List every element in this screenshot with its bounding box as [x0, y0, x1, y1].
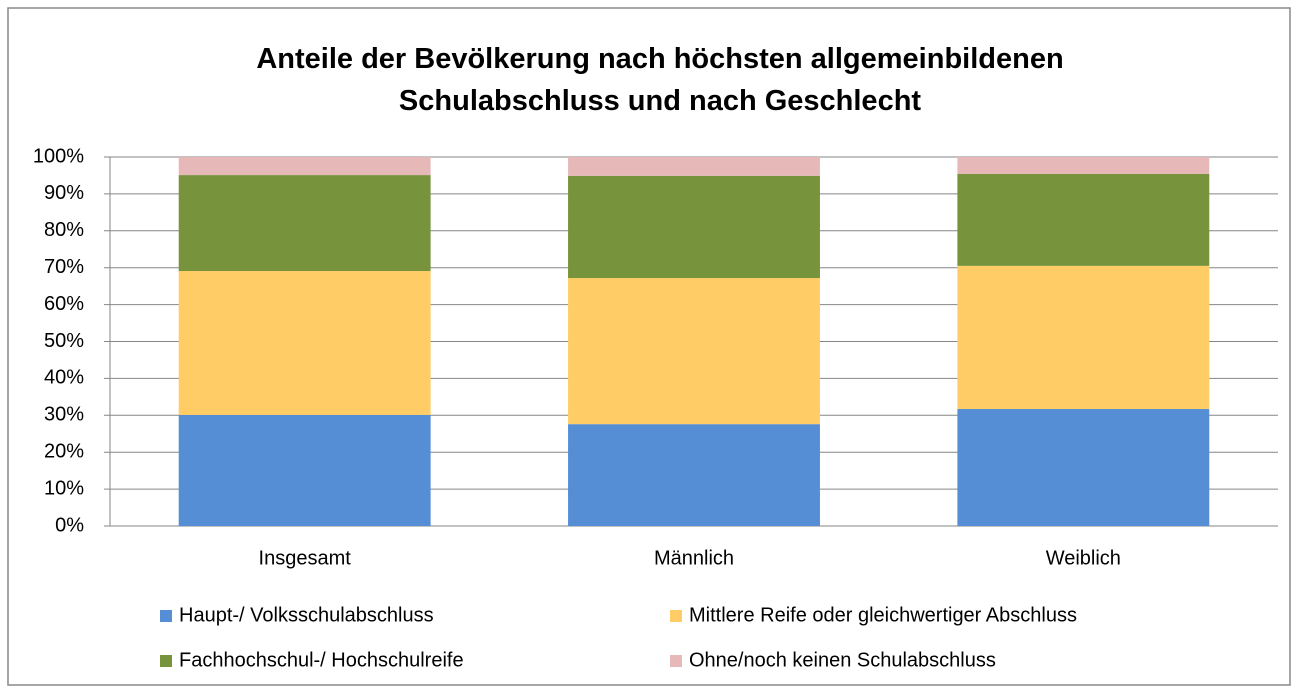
y-tick-label: 30%: [44, 404, 84, 426]
x-tick-label: Männlich: [654, 547, 734, 569]
bar-segment: [178, 414, 431, 526]
bar-segment: [178, 157, 431, 176]
legend-swatch: [160, 610, 172, 622]
y-tick-label: 50%: [44, 330, 84, 352]
legend-swatch: [670, 655, 682, 667]
x-tick-label: Insgesamt: [259, 547, 352, 569]
y-tick-label: 20%: [44, 440, 84, 462]
y-tick-label: 10%: [44, 477, 84, 499]
bar-segment: [957, 409, 1210, 526]
bar-segment: [957, 265, 1210, 410]
y-tick-label: 70%: [44, 256, 84, 278]
bar-segment: [568, 175, 820, 279]
bar-segment: [957, 157, 1210, 174]
y-tick-label: 0%: [55, 514, 84, 536]
y-tick-label: 80%: [44, 219, 84, 241]
chart-title: Anteile der Bevölkerung nach höchsten al…: [256, 43, 1064, 117]
legend-label: Haupt-/ Volksschulabschluss: [179, 604, 434, 626]
bar-segment: [568, 278, 820, 425]
legend-swatch: [160, 655, 172, 667]
bar-segment: [568, 157, 820, 176]
y-tick-label: 100%: [33, 145, 84, 167]
y-tick-label: 40%: [44, 367, 84, 389]
bar-segment: [568, 424, 820, 526]
legend-label: Fachhochschul-/ Hochschulreife: [179, 649, 464, 671]
bar-segment: [957, 173, 1210, 266]
bar-segment: [178, 271, 431, 415]
legend-swatch: [670, 610, 682, 622]
bar-segment: [178, 175, 431, 272]
y-tick-label: 90%: [44, 182, 84, 204]
legend-label: Ohne/noch keinen Schulabschluss: [689, 649, 996, 671]
legend-label: Mittlere Reife oder gleichwertiger Absch…: [689, 604, 1077, 626]
y-tick-label: 60%: [44, 293, 84, 315]
x-tick-label: Weiblich: [1046, 547, 1121, 569]
